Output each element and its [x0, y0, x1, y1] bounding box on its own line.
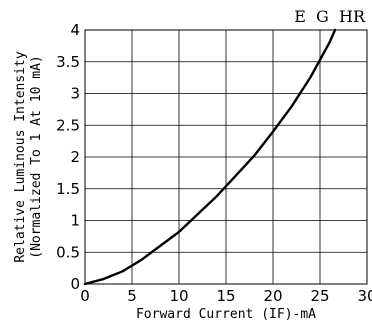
grid-layer: [84, 29, 368, 285]
x-tick-label: 20: [263, 287, 282, 305]
x-tick-labels: 0 5 10 15 20 25 30: [80, 287, 372, 305]
y-axis-label-line2: (Normalized To 1 At 10 mA): [29, 55, 44, 259]
plot-frame: [84, 29, 368, 285]
y-tick-label: 0: [70, 275, 80, 293]
series-line: [83, 28, 337, 286]
x-tick-label: 15: [216, 287, 235, 305]
x-axis-label: Forward Current (IF)-mA: [136, 307, 316, 322]
y-tick-label: 4: [70, 21, 80, 39]
x-tick-label: 30: [357, 287, 372, 305]
legend-label: E G HR: [294, 7, 366, 26]
x-tick-label: 0: [80, 287, 90, 305]
y-tick-labels: 0 0.5 1 1.5 2 2.5 3 3.5 4: [56, 21, 80, 293]
y-tick-label: 2: [70, 148, 80, 166]
y-tick-label: 3: [70, 85, 80, 103]
y-axis-label-line1: Relative Luminous Intensity: [13, 51, 28, 262]
y-tick-label: 1.5: [56, 180, 80, 198]
x-tick-label: 25: [310, 287, 329, 305]
x-tick-label: 5: [127, 287, 137, 305]
y-tick-label: 3.5: [56, 53, 80, 71]
y-tick-label: 2.5: [56, 116, 80, 134]
y-tick-label: 0.5: [56, 243, 80, 261]
x-tick-label: 10: [169, 287, 188, 305]
y-tick-label: 1: [70, 212, 80, 230]
